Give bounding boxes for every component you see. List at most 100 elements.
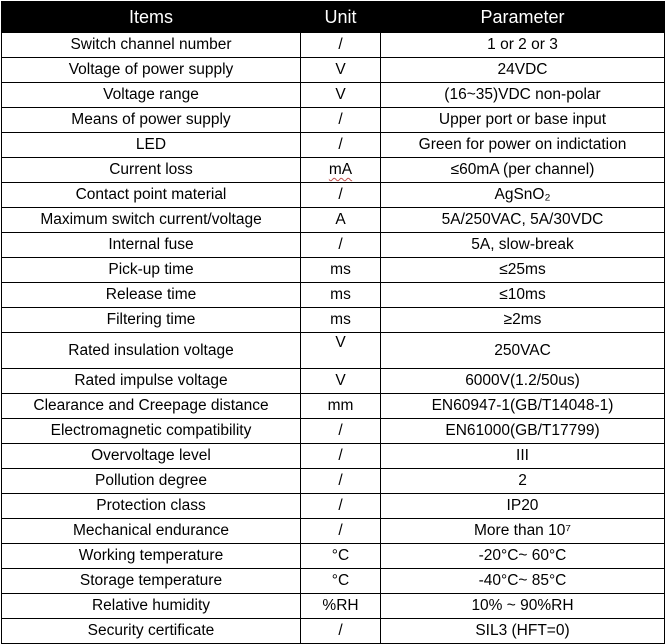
- table-row: Clearance and Creepage distance mm EN609…: [1, 393, 665, 419]
- table-row: Mechanical endurance / More than 10⁷: [1, 518, 665, 544]
- item-cell: Internal fuse: [1, 232, 301, 258]
- item-cell: Means of power supply: [1, 107, 301, 133]
- table-row: Protection class / IP20: [1, 493, 665, 519]
- unit-cell: mm: [300, 393, 381, 419]
- unit-cell: /: [300, 232, 381, 258]
- unit-cell: /: [300, 618, 381, 644]
- parameter-cell: 10% ~ 90%RH: [380, 593, 665, 619]
- unit-cell: %RH: [300, 593, 381, 619]
- parameter-cell: ≥2ms: [380, 307, 665, 333]
- unit-cell: V: [300, 82, 381, 108]
- parameter-cell: IP20: [380, 493, 665, 519]
- header-unit: Unit: [300, 1, 381, 33]
- table-row: Release time ms ≤10ms: [1, 282, 665, 308]
- table-row: Rated impulse voltage V 6000V(1.2/50us): [1, 368, 665, 394]
- unit-cell: /: [300, 443, 381, 469]
- unit-cell: V: [300, 332, 381, 369]
- parameter-cell: AgSnO₂: [380, 182, 665, 208]
- item-cell: Release time: [1, 282, 301, 308]
- parameter-cell: 5A, slow-break: [380, 232, 665, 258]
- parameter-cell: (16~35)VDC non-polar: [380, 82, 665, 108]
- parameter-cell: ≤10ms: [380, 282, 665, 308]
- item-cell: LED: [1, 132, 301, 158]
- table-row: Overvoltage level / III: [1, 443, 665, 469]
- table-row: Pollution degree / 2: [1, 468, 665, 494]
- item-cell: Switch channel number: [1, 32, 301, 58]
- item-cell: Voltage range: [1, 82, 301, 108]
- item-cell: Pick-up time: [1, 257, 301, 283]
- item-cell: Working temperature: [1, 543, 301, 569]
- parameter-cell: -20°C~ 60°C: [380, 543, 665, 569]
- unit-cell: V: [300, 368, 381, 394]
- parameter-cell: More than 10⁷: [380, 518, 665, 544]
- parameter-cell: 1 or 2 or 3: [380, 32, 665, 58]
- parameter-cell: EN61000(GB/T17799): [380, 418, 665, 444]
- unit-cell: °C: [300, 543, 381, 569]
- unit-cell: /: [300, 132, 381, 158]
- table-row: Voltage range V (16~35)VDC non-polar: [1, 82, 665, 108]
- table-row: Storage temperature °C -40°C~ 85°C: [1, 568, 665, 594]
- parameter-cell: III: [380, 443, 665, 469]
- item-cell: Relative humidity: [1, 593, 301, 619]
- item-cell: Clearance and Creepage distance: [1, 393, 301, 419]
- table-row: Security certificate / SIL3 (HFT=0): [1, 618, 665, 644]
- parameter-cell: 24VDC: [380, 57, 665, 83]
- unit-cell: /: [300, 107, 381, 133]
- table-row: LED / Green for power on indictation: [1, 132, 665, 158]
- item-cell: Filtering time: [1, 307, 301, 333]
- parameter-cell: 2: [380, 468, 665, 494]
- parameter-cell: 6000V(1.2/50us): [380, 368, 665, 394]
- parameter-cell: 250VAC: [380, 332, 665, 369]
- table-row: Internal fuse / 5A, slow-break: [1, 232, 665, 258]
- item-cell: Security certificate: [1, 618, 301, 644]
- item-cell: Electromagnetic compatibility: [1, 418, 301, 444]
- item-cell: Storage temperature: [1, 568, 301, 594]
- unit-cell: mA: [300, 157, 381, 183]
- unit-cell: /: [300, 468, 381, 494]
- table-row: Maximum switch current/voltage A 5A/250V…: [1, 207, 665, 233]
- parameter-cell: Green for power on indictation: [380, 132, 665, 158]
- item-cell: Overvoltage level: [1, 443, 301, 469]
- header-parameter: Parameter: [380, 1, 665, 33]
- header-items: Items: [1, 1, 301, 33]
- table-row: Contact point material / AgSnO₂: [1, 182, 665, 208]
- table-row: Current loss mA ≤60mA (per channel): [1, 157, 665, 183]
- unit-cell: /: [300, 32, 381, 58]
- unit-cell: °C: [300, 568, 381, 594]
- table-row: Voltage of power supply V 24VDC: [1, 57, 665, 83]
- parameter-cell: Upper port or base input: [380, 107, 665, 133]
- unit-cell: /: [300, 493, 381, 519]
- unit-cell: V: [300, 57, 381, 83]
- unit-cell: ms: [300, 282, 381, 308]
- item-cell: Rated impulse voltage: [1, 368, 301, 394]
- unit-cell: /: [300, 182, 381, 208]
- item-cell: Mechanical endurance: [1, 518, 301, 544]
- item-cell: Maximum switch current/voltage: [1, 207, 301, 233]
- item-cell: Rated insulation voltage: [1, 332, 301, 369]
- unit-cell: ms: [300, 257, 381, 283]
- table-row: Means of power supply / Upper port or ba…: [1, 107, 665, 133]
- item-cell: Current loss: [1, 157, 301, 183]
- parameter-cell: 5A/250VAC, 5A/30VDC: [380, 207, 665, 233]
- item-cell: Voltage of power supply: [1, 57, 301, 83]
- parameter-cell: ≤60mA (per channel): [380, 157, 665, 183]
- table-row: Switch channel number / 1 or 2 or 3: [1, 32, 665, 58]
- unit-text: mA: [328, 161, 353, 178]
- item-cell: Contact point material: [1, 182, 301, 208]
- table-row: Pick-up time ms ≤25ms: [1, 257, 665, 283]
- parameter-cell: EN60947-1(GB/T14048-1): [380, 393, 665, 419]
- table-row: Rated insulation voltage V 250VAC: [1, 332, 665, 369]
- unit-cell: ms: [300, 307, 381, 333]
- unit-cell: /: [300, 418, 381, 444]
- table-row: Working temperature °C -20°C~ 60°C: [1, 543, 665, 569]
- table-row: Filtering time ms ≥2ms: [1, 307, 665, 333]
- unit-cell: A: [300, 207, 381, 233]
- item-cell: Pollution degree: [1, 468, 301, 494]
- item-cell: Protection class: [1, 493, 301, 519]
- header-row: Items Unit Parameter: [1, 1, 665, 33]
- unit-cell: /: [300, 518, 381, 544]
- table-row: Relative humidity %RH 10% ~ 90%RH: [1, 593, 665, 619]
- parameter-cell: ≤25ms: [380, 257, 665, 283]
- table-row: Electromagnetic compatibility / EN61000(…: [1, 418, 665, 444]
